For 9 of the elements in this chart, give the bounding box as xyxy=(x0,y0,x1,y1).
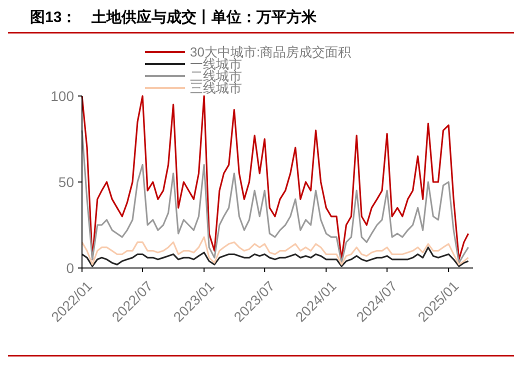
line-series xyxy=(81,130,470,264)
chart-title: 图13： 土地供应与成交丨单位：万平方米 xyxy=(30,8,318,26)
legend-label: 三线城市 xyxy=(190,80,242,96)
y-tick-label: 0 xyxy=(66,260,74,276)
line-series xyxy=(81,95,470,260)
y-tick-label: 100 xyxy=(50,88,74,104)
line-series xyxy=(81,236,470,266)
y-tick-label: 50 xyxy=(58,174,74,190)
line-series xyxy=(81,246,470,268)
